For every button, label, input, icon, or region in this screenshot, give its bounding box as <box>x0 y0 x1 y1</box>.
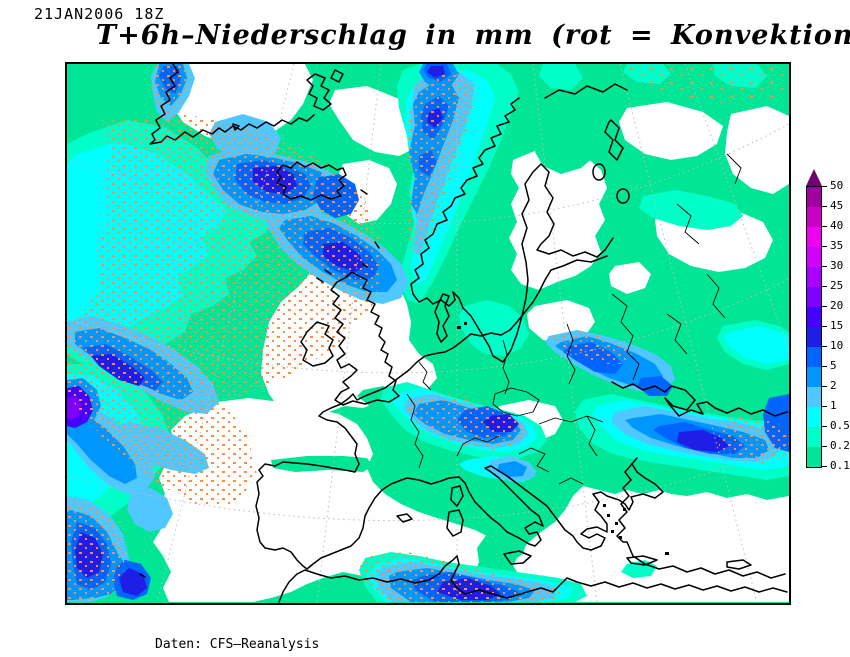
legend-segment <box>807 367 821 387</box>
legend-segment <box>807 227 821 247</box>
legend-segment <box>807 327 821 347</box>
legend-segment <box>807 207 821 227</box>
legend-value-label: 5 <box>830 359 837 372</box>
legend-tick <box>822 426 827 427</box>
legend-value-label: 15 <box>830 319 844 332</box>
legend-tick <box>822 226 827 227</box>
legend-value-label: 0.5 <box>830 419 850 432</box>
legend-tick <box>822 386 827 387</box>
legend-value-label: 50 <box>830 179 844 192</box>
legend-tick <box>822 326 827 327</box>
legend-value-label: 45 <box>830 199 844 212</box>
legend-value-label: 20 <box>830 299 844 312</box>
legend-segment <box>807 287 821 307</box>
map-canvas <box>67 64 789 603</box>
legend-value-label: 0.2 <box>830 439 850 452</box>
legend-segment <box>807 267 821 287</box>
graticule <box>67 64 789 603</box>
legend-segment <box>807 347 821 367</box>
legend-tick <box>822 266 827 267</box>
data-source-line: Daten: CFS–Reanalysis <box>155 637 320 652</box>
legend-segment <box>807 387 821 407</box>
legend-segment <box>807 447 821 467</box>
legend-value-label: 25 <box>830 279 844 292</box>
legend-segment <box>807 247 821 267</box>
legend-value-label: 1 <box>830 399 837 412</box>
legend-tick <box>822 446 827 447</box>
legend-value-label: 40 <box>830 219 844 232</box>
legend-tick <box>822 406 827 407</box>
legend-value-label: 10 <box>830 339 844 352</box>
legend-tick <box>822 286 827 287</box>
legend-tick <box>822 306 827 307</box>
legend-tick <box>822 206 827 207</box>
legend-value-label: 0.1 <box>830 459 850 472</box>
legend-tick <box>822 466 827 467</box>
page-title: T+6h–Niederschlag in mm (rot = Konvektio… <box>96 20 850 51</box>
precipitation-map <box>65 62 791 605</box>
legend-segment <box>807 307 821 327</box>
legend-segment <box>807 187 821 207</box>
legend-tick <box>822 346 827 347</box>
country-borders <box>406 153 742 485</box>
legend-value-label: 30 <box>830 259 844 272</box>
legend-segment <box>807 427 821 447</box>
legend-value-label: 35 <box>830 239 844 252</box>
legend-segment <box>807 407 821 427</box>
attribution-block: Daten: CFS–Reanalysis (C) Wetterzentrale… <box>155 607 319 657</box>
model-run-timestamp: 21JAN2006 18Z <box>34 5 165 23</box>
legend-tick <box>822 186 827 187</box>
legend-overflow-arrow <box>806 169 822 186</box>
coastlines <box>139 64 788 603</box>
legend-tick <box>822 246 827 247</box>
legend-value-label: 2 <box>830 379 837 392</box>
precipitation-legend: 50 45 40 35 30 25 20 15 10 5 2 1 0.5 0.2 0.1 <box>806 168 850 488</box>
legend-bar <box>806 186 822 468</box>
legend-tick <box>822 366 827 367</box>
